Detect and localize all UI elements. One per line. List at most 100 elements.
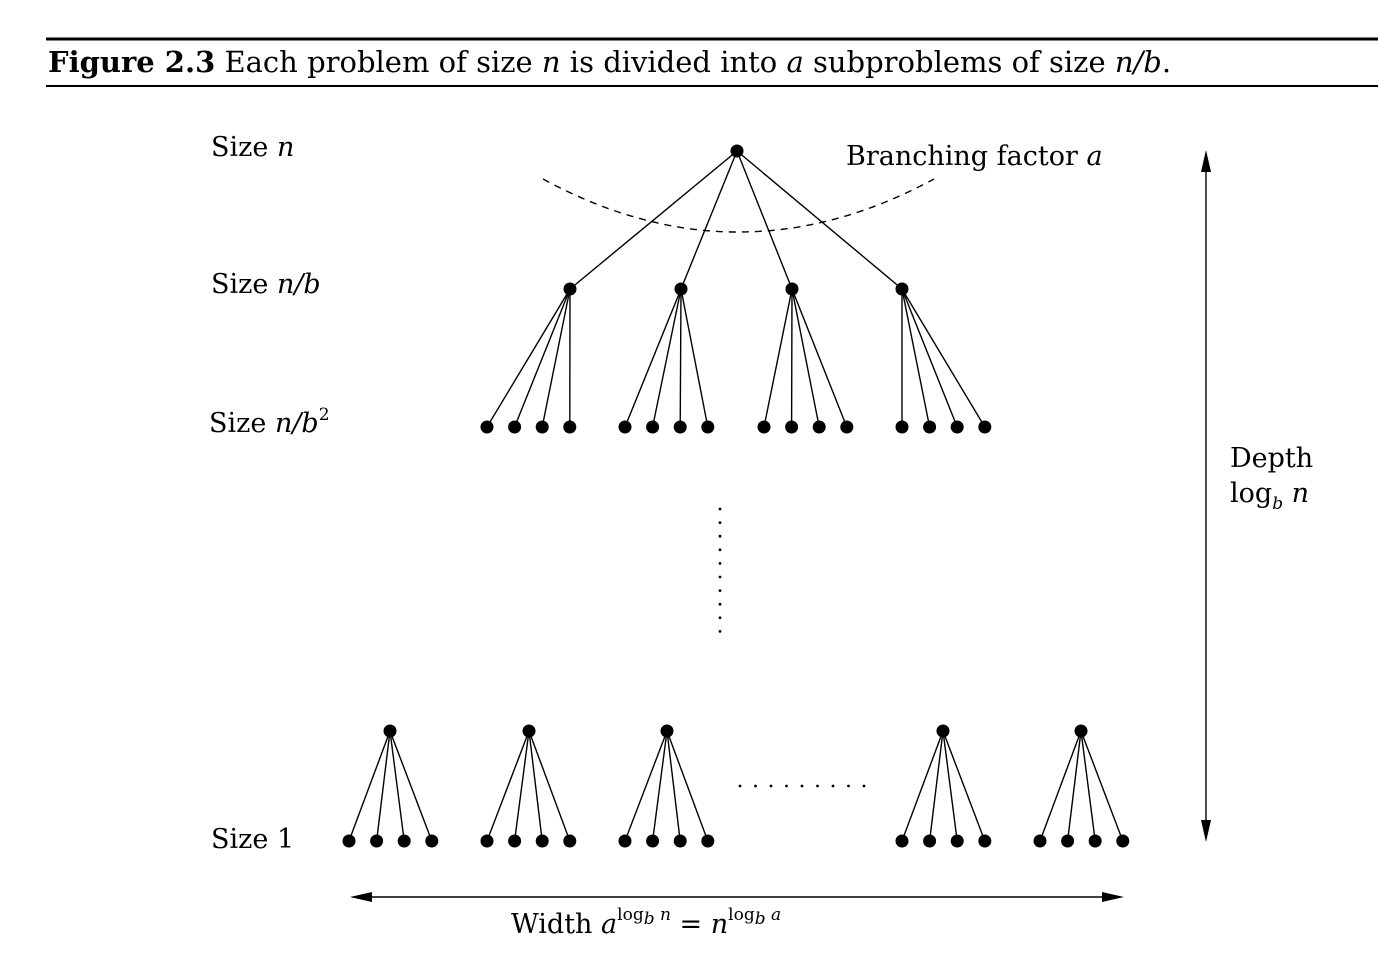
ellipsis-dot xyxy=(831,784,835,788)
tree-edge xyxy=(942,730,958,842)
depth-arrow-down-head xyxy=(1201,820,1211,842)
branching-word: Branching factor xyxy=(846,141,1078,172)
tree-node-level2 xyxy=(978,420,992,434)
caption-var-a: a xyxy=(786,45,803,79)
width-exp2-arg: a xyxy=(771,905,781,925)
tree-node-leaf xyxy=(646,834,660,848)
level-math: n/b xyxy=(277,269,321,300)
ellipsis-dot xyxy=(718,521,722,524)
branching-var: a xyxy=(1086,141,1102,172)
tree-node-subroot xyxy=(383,724,397,738)
tree-edge xyxy=(763,288,793,428)
tree-edge xyxy=(901,288,986,428)
tree-node-level2 xyxy=(785,420,799,434)
tree-node-level2 xyxy=(646,420,660,434)
caption-text-4: . xyxy=(1162,45,1171,79)
level-label-n-over-b: Size n/b xyxy=(211,269,321,300)
tree-edge xyxy=(680,288,709,428)
tree-edge xyxy=(928,730,944,842)
width-exp2-base: b xyxy=(755,909,766,929)
tree-edge xyxy=(624,288,682,428)
tree-node-root xyxy=(730,144,744,158)
tree-node-level1 xyxy=(563,282,577,296)
ellipsis-dot xyxy=(718,562,722,565)
tree-edge xyxy=(679,288,682,428)
tree-edge xyxy=(1039,730,1082,842)
tree-edge xyxy=(791,288,848,428)
caption-expr: n/b xyxy=(1115,45,1162,79)
ellipsis-dot xyxy=(718,602,722,606)
tree-edge xyxy=(651,730,668,842)
tree-node-leaf xyxy=(673,834,687,848)
tree-node-level2 xyxy=(923,420,937,434)
tree-node-level2 xyxy=(508,420,522,434)
branching-factor-label: Branching factor a xyxy=(846,141,1103,172)
tree-node-leaf xyxy=(563,834,577,848)
horizontal-ellipsis xyxy=(738,784,866,788)
depth-log: log xyxy=(1230,478,1272,509)
tree-edge xyxy=(528,730,571,842)
tree-node-leaf xyxy=(1088,834,1102,848)
tree-node-leaf xyxy=(895,834,909,848)
tree-node-leaf xyxy=(1116,834,1130,848)
depth-arrow-up-head xyxy=(1201,150,1211,172)
figure-label: Figure 2.3 xyxy=(48,45,215,79)
tree-edge xyxy=(1080,730,1096,842)
ellipsis-dot xyxy=(718,589,722,592)
vertical-ellipsis xyxy=(718,507,722,633)
tree-node-leaf xyxy=(397,834,411,848)
tree-node-level2 xyxy=(840,420,854,434)
branching-arc xyxy=(542,178,935,233)
tree-node-level2 xyxy=(618,420,632,434)
tree-edge xyxy=(666,730,709,842)
level-label-one: Size 1 xyxy=(211,824,294,855)
tree-edge xyxy=(569,150,738,290)
ellipsis-dot xyxy=(718,616,722,620)
ellipsis-dot xyxy=(718,534,722,538)
depth-base: b xyxy=(1272,494,1283,514)
width-exp1-arg: n xyxy=(660,905,671,925)
ellipsis-dot xyxy=(718,507,722,511)
tree-edge xyxy=(1080,730,1124,842)
width-exp1-base: b xyxy=(644,909,655,929)
level-label-n: Size n xyxy=(211,132,294,163)
ellipsis-dot xyxy=(738,784,742,788)
level-sup: 2 xyxy=(319,405,330,425)
tree-edge xyxy=(486,288,571,428)
tree-node-level1 xyxy=(895,282,909,296)
depth-arg: n xyxy=(1292,478,1309,509)
tree-node-leaf xyxy=(978,834,992,848)
tree-node-level1 xyxy=(674,282,688,296)
tree-node-leaf xyxy=(1033,834,1047,848)
ellipsis-dot xyxy=(816,784,819,788)
tree-edge xyxy=(666,730,681,842)
ellipsis-dot xyxy=(800,784,804,788)
tree-node-level2 xyxy=(673,420,687,434)
tree-node-leaf xyxy=(618,834,632,848)
width-arrow-right-head xyxy=(1102,892,1124,902)
level-math: n xyxy=(277,132,294,163)
depth-expr: logb n xyxy=(1230,478,1309,514)
tree-node-level1 xyxy=(785,282,799,296)
width-arrow-left-head xyxy=(350,892,372,902)
level-label-n-over-b-squared: Size n/b2 xyxy=(209,405,330,439)
tree-node-leaf xyxy=(425,834,439,848)
ellipsis-dot xyxy=(769,784,773,788)
tree-edge xyxy=(901,288,931,428)
ellipsis-dot xyxy=(847,784,850,788)
caption-var-n: n xyxy=(542,45,561,79)
width-base1: a xyxy=(601,909,617,940)
level-word: Size xyxy=(211,269,268,300)
tree-edge xyxy=(680,150,738,290)
tree-node-level2 xyxy=(701,420,715,434)
tree-node-subroot xyxy=(522,724,536,738)
level-word: Size xyxy=(211,824,268,855)
ellipsis-dot xyxy=(718,630,722,633)
tree-node-leaf xyxy=(342,834,356,848)
width-word: Width xyxy=(511,909,592,940)
tree-edge xyxy=(513,730,530,842)
level-num: 1 xyxy=(277,824,294,855)
tree-edges xyxy=(348,150,1124,842)
tree-node-subroot xyxy=(936,724,950,738)
depth-word: Depth xyxy=(1230,443,1313,474)
